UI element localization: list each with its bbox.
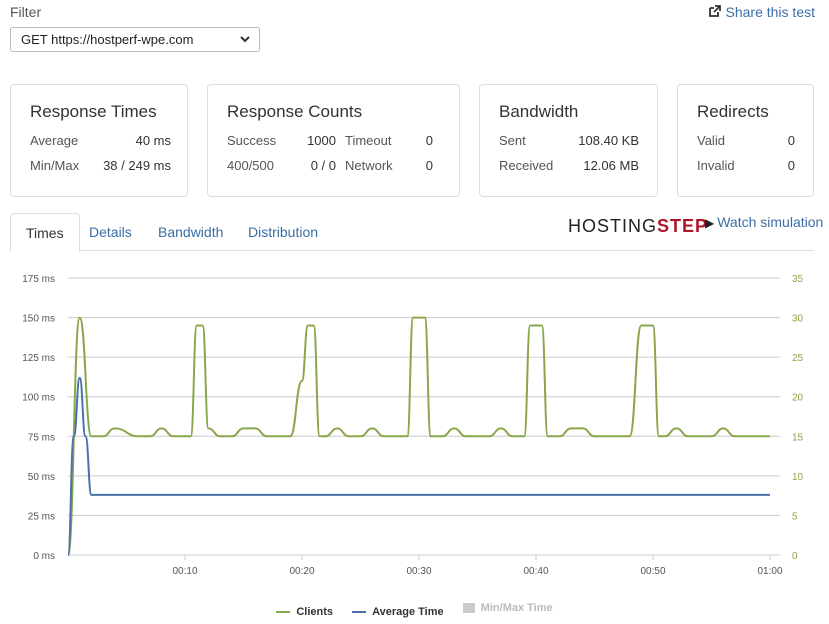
share-icon [708, 4, 721, 20]
r400-value: 0 / 0 [310, 158, 336, 173]
sent-label: Sent [499, 133, 526, 148]
x-tick-label: 00:50 [640, 566, 665, 577]
y-right-tick-label: 35 [792, 274, 804, 285]
card-title: Bandwidth [499, 102, 579, 121]
tab-distribution[interactable]: Distribution [248, 224, 319, 240]
response-times-card: Response Times Average 40 ms Min/Max 38 … [10, 84, 188, 197]
valid-label: Valid [697, 133, 725, 148]
hostingstep-logo: HOSTINGSTEP [568, 216, 708, 237]
legend-minmax-label: Min/Max Time [480, 602, 553, 614]
y-left-tick-label: 150 ms [22, 314, 55, 325]
invalid-value: 0 [787, 158, 795, 173]
share-label: Share this test [725, 4, 816, 20]
filter-selected-value: GET https://hostperf-wpe.com [21, 32, 194, 47]
clients-series-line [67, 316, 770, 556]
legend-average-time[interactable]: Average Time [352, 606, 444, 618]
watch-label: Watch simulation [717, 214, 824, 230]
valid-value: 0 [787, 133, 795, 148]
received-value: 12.06 MB [583, 158, 639, 173]
invalid-label: Invalid [697, 158, 735, 173]
bandwidth-card: Bandwidth Sent 108.40 KB Received 12.06 … [479, 84, 658, 197]
minmax-value: 38 / 249 ms [103, 158, 171, 173]
y-left-tick-label: 175 ms [22, 274, 55, 285]
times-chart: 0 ms 25 ms 50 ms 75 ms 100 ms 125 ms 150 ms 175… [22, 274, 804, 577]
network-label: Network [345, 158, 393, 173]
r400-label: 400/500 [227, 158, 274, 173]
play-icon: ▶ [705, 216, 715, 230]
y-left-tick-label: 125 ms [22, 353, 55, 364]
y-right-tick-label: 25 [792, 353, 804, 364]
y-left-tick-label: 0 ms [33, 551, 55, 562]
x-tick-label: 00:40 [523, 566, 548, 577]
success-value: 1000 [307, 133, 336, 148]
redirects-card: Redirects Valid 0 Invalid 0 [677, 84, 814, 197]
sent-value: 108.40 KB [578, 133, 639, 148]
y-left-tick-label: 75 ms [28, 432, 55, 443]
card-title: Response Times [30, 102, 157, 121]
share-link[interactable]: Share this test [708, 4, 816, 20]
filter-select[interactable]: GET https://hostperf-wpe.com [10, 27, 260, 52]
y-right-tick-label: 30 [792, 314, 804, 325]
tab-bandwidth[interactable]: Bandwidth [158, 224, 224, 240]
y-left-tick-label: 50 ms [28, 472, 55, 483]
y-right-tick-label: 0 [792, 551, 798, 562]
x-tick-label: 00:30 [406, 566, 431, 577]
card-title: Redirects [697, 102, 769, 121]
response-counts-card: Response Counts Success 1000 Timeout 0 4… [207, 84, 460, 197]
received-label: Received [499, 158, 554, 173]
x-tick-label: 00:20 [289, 566, 314, 577]
timeout-label: Timeout [345, 133, 392, 148]
average-label: Average [30, 133, 79, 148]
chart-legend: Clients Average Time Min/Max Time [0, 602, 829, 618]
legend-clients-swatch [276, 611, 291, 613]
logo-main: HOSTING [568, 216, 658, 236]
legend-minmax-swatch [462, 603, 475, 613]
legend-minmax-time[interactable]: Min/Max Time [462, 602, 553, 614]
chart-tabs: Times Details Bandwidth Distribution [10, 213, 814, 252]
x-tick-label: 00:10 [172, 566, 197, 577]
y-right-tick-label: 10 [792, 472, 804, 483]
legend-average-label: Average Time [372, 606, 444, 618]
legend-clients[interactable]: Clients [276, 606, 333, 618]
chevron-down-icon [239, 32, 251, 49]
minmax-label: Min/Max [30, 158, 80, 173]
card-title: Response Counts [227, 102, 363, 121]
legend-average-swatch [352, 611, 367, 613]
y-left-tick-label: 100 ms [22, 393, 55, 404]
success-label: Success [227, 133, 277, 148]
average-time-series-line [67, 376, 770, 556]
y-left-tick-label: 25 ms [28, 511, 55, 522]
tab-details[interactable]: Details [89, 224, 132, 240]
x-tick-label: 01:00 [757, 566, 782, 577]
watch-simulation-link[interactable]: ▶ Watch simulation [705, 214, 823, 230]
legend-clients-label: Clients [296, 606, 334, 618]
y-right-tick-label: 5 [792, 511, 798, 522]
y-right-tick-label: 20 [792, 393, 804, 404]
average-value: 40 ms [135, 133, 171, 148]
timeout-value: 0 [425, 133, 433, 148]
filter-label: Filter [10, 4, 42, 20]
tab-times[interactable]: Times [10, 213, 80, 252]
network-value: 0 [425, 158, 433, 173]
logo-accent: STEP [657, 216, 709, 236]
y-right-tick-label: 15 [792, 432, 804, 443]
